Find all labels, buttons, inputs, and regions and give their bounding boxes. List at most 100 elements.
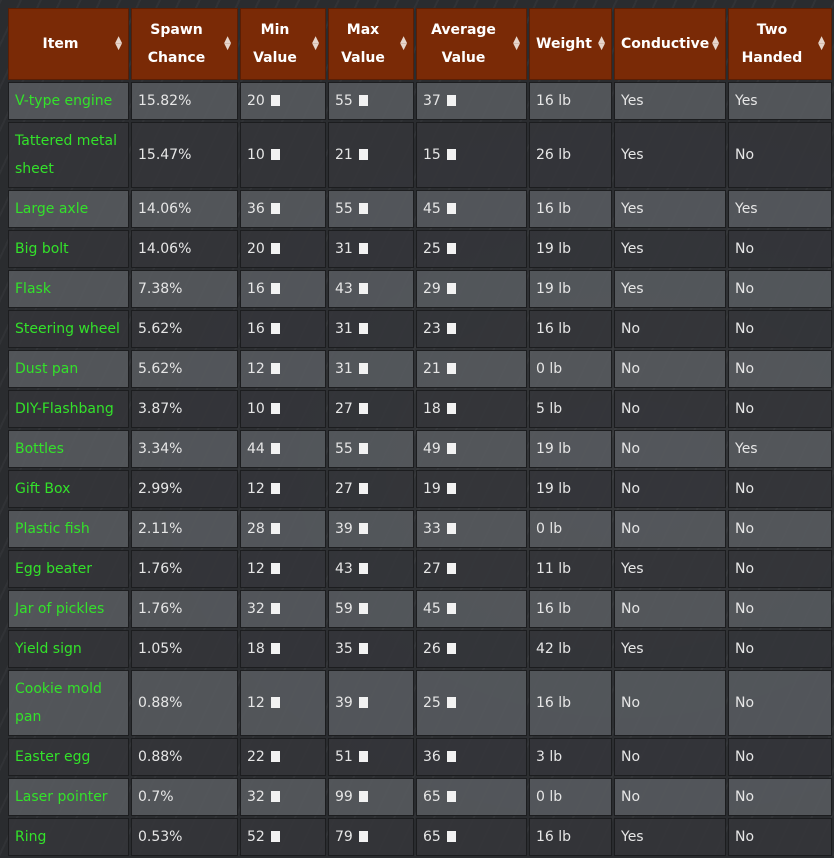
scrap-value-icon (270, 697, 280, 708)
table-row: Large axle 14.06% 36 55 45 16 lb Yes Yes (8, 190, 832, 228)
cell-item[interactable]: Ring (8, 818, 129, 856)
table-row: Ring 0.53% 52 79 65 16 lb Yes No (8, 818, 832, 856)
max-text: 43 (335, 281, 353, 297)
cell-max: 55 (328, 430, 414, 468)
table-row: Gift Box 2.99% 12 27 19 19 lb No No (8, 470, 832, 508)
cell-weight: 19 lb (529, 230, 612, 268)
cell-item[interactable]: Large axle (8, 190, 129, 228)
avg-text: 25 (423, 695, 441, 711)
cell-max: 43 (328, 550, 414, 588)
max-text: 55 (335, 441, 353, 457)
scrap-value-icon (358, 443, 368, 454)
sort-icon[interactable]: ▲ ▼ (400, 35, 407, 52)
cell-item[interactable]: Laser pointer (8, 778, 129, 816)
scrap-value-icon (446, 363, 456, 374)
weight-text: 3 lb (536, 749, 563, 765)
scrap-value-icon (446, 751, 456, 762)
cell-two_handed: No (728, 230, 832, 268)
spawn-text: 1.76% (138, 601, 183, 617)
sort-icon[interactable]: ▲ ▼ (513, 35, 520, 52)
sort-icon[interactable]: ▲ ▼ (712, 35, 719, 52)
cell-min: 12 (240, 550, 326, 588)
header-min-value[interactable]: Min Value ▲ ▼ (240, 8, 326, 80)
scrap-value-icon (446, 831, 456, 842)
spawn-text: 3.34% (138, 441, 183, 457)
scrap-value-icon (358, 323, 368, 334)
header-max-value[interactable]: Max Value ▲ ▼ (328, 8, 414, 80)
cell-min: 32 (240, 590, 326, 628)
sort-icon[interactable]: ▲ ▼ (115, 35, 122, 52)
cell-item[interactable]: Gift Box (8, 470, 129, 508)
scrap-value-icon (270, 483, 280, 494)
cell-item[interactable]: Yield sign (8, 630, 129, 668)
two_handed-text: No (735, 829, 755, 845)
item-text: Large axle (15, 201, 89, 217)
cell-item[interactable]: Cookie mold pan (8, 670, 129, 736)
scrap-value-icon (358, 523, 368, 534)
cell-min: 44 (240, 430, 326, 468)
table-row: Cookie mold pan 0.88% 12 39 25 16 lb No No (8, 670, 832, 736)
cell-item[interactable]: V-type engine (8, 82, 129, 120)
item-text: Jar of pickles (15, 601, 105, 617)
cell-item[interactable]: Tattered metal sheet (8, 122, 129, 188)
header-spawn-chance[interactable]: Spawn Chance ▲ ▼ (131, 8, 238, 80)
conductive-text: No (621, 521, 641, 537)
cell-conductive: No (614, 590, 726, 628)
header-two-handed[interactable]: Two Handed ▲ ▼ (728, 8, 832, 80)
max-text: 27 (335, 401, 353, 417)
conductive-text: No (621, 481, 641, 497)
avg-text: 21 (423, 361, 441, 377)
sort-icon[interactable]: ▲ ▼ (598, 35, 605, 52)
header-conductive[interactable]: Conductive ▲ ▼ (614, 8, 726, 80)
max-text: 39 (335, 521, 353, 537)
cell-item[interactable]: Dust pan (8, 350, 129, 388)
cell-max: 35 (328, 630, 414, 668)
scrap-value-icon (270, 443, 280, 454)
cell-weight: 19 lb (529, 430, 612, 468)
scrap-value-icon (358, 243, 368, 254)
cell-item[interactable]: Bottles (8, 430, 129, 468)
min-text: 20 (247, 241, 265, 257)
cell-item[interactable]: Flask (8, 270, 129, 308)
scrap-value-icon (270, 523, 280, 534)
sort-icon[interactable]: ▲ ▼ (224, 35, 231, 52)
conductive-text: No (621, 695, 641, 711)
avg-text: 19 (423, 481, 441, 497)
scrap-value-icon (358, 149, 368, 160)
cell-spawn: 3.34% (131, 430, 238, 468)
cell-item[interactable]: DIY-Flashbang (8, 390, 129, 428)
header-weight[interactable]: Weight ▲ ▼ (529, 8, 612, 80)
cell-item[interactable]: Big bolt (8, 230, 129, 268)
avg-text: 45 (423, 601, 441, 617)
cell-item[interactable]: Steering wheel (8, 310, 129, 348)
item-text: Cookie mold pan (15, 681, 102, 725)
header-item[interactable]: Item ▲ ▼ (8, 8, 129, 80)
scrap-value-icon (358, 203, 368, 214)
cell-spawn: 15.47% (131, 122, 238, 188)
header-average-value[interactable]: Average Value ▲ ▼ (416, 8, 527, 80)
cell-spawn: 0.88% (131, 738, 238, 776)
sort-icon[interactable]: ▲ ▼ (818, 35, 825, 52)
avg-text: 25 (423, 241, 441, 257)
cell-item[interactable]: Egg beater (8, 550, 129, 588)
spawn-text: 1.05% (138, 641, 183, 657)
weight-text: 16 lb (536, 829, 572, 845)
scrap-value-icon (270, 203, 280, 214)
cell-item[interactable]: Plastic fish (8, 510, 129, 548)
cell-weight: 16 lb (529, 82, 612, 120)
scrap-value-icon (358, 563, 368, 574)
cell-two_handed: No (728, 818, 832, 856)
cell-item[interactable]: Jar of pickles (8, 590, 129, 628)
min-text: 36 (247, 201, 265, 217)
scrap-value-icon (358, 751, 368, 762)
cell-item[interactable]: Easter egg (8, 738, 129, 776)
max-text: 39 (335, 695, 353, 711)
two_handed-text: No (735, 749, 755, 765)
sort-icon[interactable]: ▲ ▼ (312, 35, 319, 52)
two_handed-text: No (735, 241, 755, 257)
weight-text: 0 lb (536, 521, 563, 537)
item-text: Easter egg (15, 749, 91, 765)
two_handed-text: No (735, 401, 755, 417)
avg-text: 49 (423, 441, 441, 457)
table-row: Flask 7.38% 16 43 29 19 lb Yes No (8, 270, 832, 308)
